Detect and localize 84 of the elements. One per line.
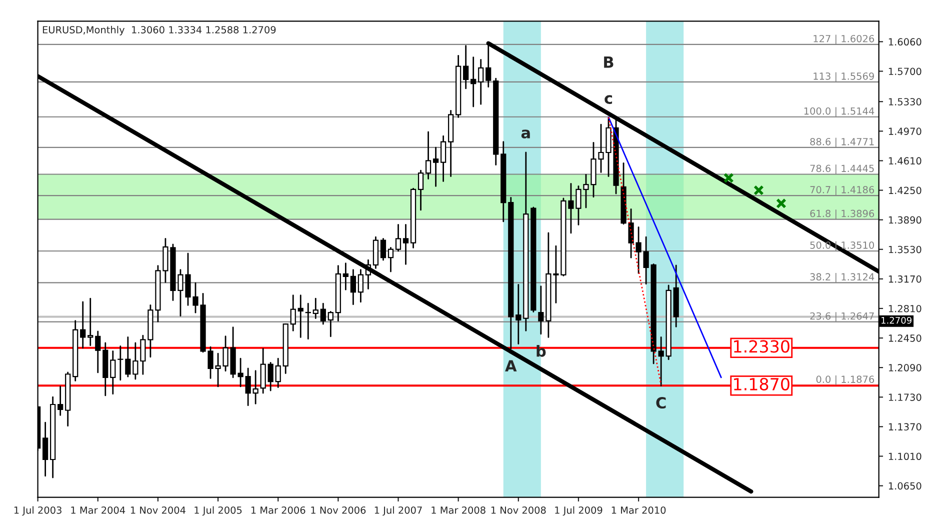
y-tick-label: 1.0650 — [888, 482, 922, 490]
annotation: a — [521, 130, 530, 138]
candlestick — [268, 362, 274, 392]
annotation: B — [604, 56, 614, 68]
x-tick-label: 1 Mar 2008 — [432, 506, 486, 514]
candlestick — [260, 348, 266, 394]
candlestick — [88, 298, 94, 346]
y-tick-label: 1.3530 — [888, 246, 922, 254]
x-tick-label: 1 Nov 2006 — [311, 506, 366, 514]
annotation: C — [656, 397, 666, 409]
chart-title: EURUSD,Monthly 1.3060 1.3334 1.2588 1.2709 — [42, 26, 276, 36]
ref-line-label: 1.2330 — [734, 340, 790, 353]
candlestick — [58, 386, 64, 416]
x-tick-label: 1 Nov 2008 — [491, 506, 546, 514]
ref-line-label: 23.6 | 1.2647 — [810, 312, 874, 322]
candlestick — [275, 358, 281, 388]
candlestick — [95, 330, 101, 374]
candlestick — [425, 131, 432, 180]
annotation: c — [604, 95, 612, 104]
candlestick — [328, 311, 334, 338]
x-tick-label: 1 Jul 2007 — [374, 506, 422, 516]
ref-line-label: 1.2709 — [882, 316, 912, 324]
candlestick — [80, 301, 86, 349]
y-tick-label: 1.1010 — [888, 452, 922, 460]
ref-line-label: 78.6 | 1.4445 — [810, 164, 874, 174]
y-tick-label: 1.4610 — [888, 157, 922, 165]
ref-line-label: 38.2 | 1.3124 — [810, 272, 874, 283]
x-tick-label: 1 Jul 2003 — [14, 506, 62, 516]
candlestick — [140, 334, 146, 375]
candlestick — [538, 286, 544, 335]
x-tick-label: 1 Mar 2006 — [251, 506, 306, 514]
ref-line-label: 1.1870 — [734, 378, 790, 390]
y-tick-label: 1.4970 — [888, 128, 922, 135]
candlestick — [312, 298, 318, 320]
y-tick-label: 1.3170 — [888, 275, 922, 283]
candlestick — [290, 294, 296, 332]
ref-line-label: 100.0 | 1.5144 — [804, 107, 874, 117]
y-tick-label: 1.5330 — [888, 98, 922, 106]
x-tick-label: 1 Jul 2005 — [194, 506, 242, 516]
candlestick — [350, 269, 356, 306]
candlestick — [440, 135, 446, 182]
x-tick-label: 1 Nov 2004 — [130, 506, 186, 514]
point — [723, 172, 734, 184]
candlestick — [380, 238, 386, 261]
y-tick-label: 1.2810 — [888, 304, 922, 312]
x-tick-label: 1 Mar 2004 — [71, 506, 126, 514]
y-tick-label: 1.3890 — [888, 216, 922, 224]
candlestick — [358, 269, 364, 303]
candlestick — [305, 302, 311, 340]
candlestick — [395, 224, 402, 252]
candlestick — [132, 342, 138, 380]
candlestick — [118, 346, 124, 381]
candlestick — [125, 336, 131, 378]
y-tick-label: 1.2090 — [888, 364, 922, 372]
point — [776, 198, 786, 209]
candlestick — [658, 336, 664, 386]
y-tick-label: 1.1730 — [888, 394, 922, 401]
candlestick — [298, 294, 304, 338]
y-tick-label: 1.4250 — [888, 186, 922, 194]
candlestick — [643, 236, 649, 285]
ref-line-label: 61.8 | 1.3896 — [810, 210, 874, 220]
y-tick-label: 1.6060 — [888, 38, 922, 46]
candlestick — [463, 45, 469, 90]
y-tick-label: 1.1370 — [888, 423, 922, 430]
candlestick — [320, 302, 326, 325]
candlestick — [418, 170, 424, 211]
y-tick-label: 1.2450 — [888, 334, 922, 342]
candlestick — [470, 56, 476, 108]
candlestick — [516, 284, 522, 344]
candlestick — [342, 262, 348, 290]
candlestick — [110, 350, 116, 395]
candlestick — [432, 146, 439, 187]
candlestick — [245, 368, 251, 406]
candlestick — [402, 224, 409, 265]
candlestick — [478, 59, 484, 105]
x-tick-label: 1 Jul 2009 — [555, 506, 602, 516]
annotation: A — [505, 360, 517, 372]
point — [754, 185, 764, 196]
candlestick — [388, 247, 394, 272]
x-tick-label: 1 Mar 2010 — [612, 506, 666, 514]
ref-line-label: 0.0 | 1.1876 — [816, 375, 874, 386]
candlestick — [42, 422, 48, 477]
y-tick-label: 1.5700 — [888, 68, 922, 76]
candlestick — [252, 370, 258, 404]
